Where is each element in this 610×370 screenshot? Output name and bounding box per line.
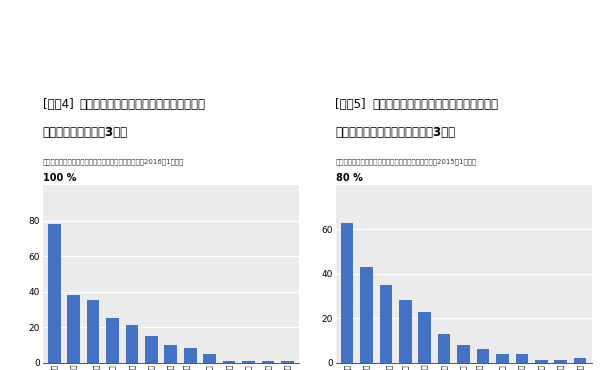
Text: セクター（複数回答3つ）: セクター（複数回答3つ）: [43, 126, 128, 139]
Bar: [145, 336, 158, 363]
Bar: [242, 361, 255, 363]
Bar: [87, 300, 99, 363]
Bar: [203, 354, 216, 363]
Bar: [165, 345, 177, 363]
Bar: [515, 354, 528, 363]
Text: 100 %: 100 %: [43, 173, 76, 183]
Bar: [379, 285, 392, 363]
Bar: [106, 318, 119, 363]
Text: [図表4]: [図表4]: [43, 98, 73, 111]
Text: 80 %: 80 %: [336, 173, 362, 183]
Text: 今後、価格上昇や市場拡大が期待できる: 今後、価格上昇や市場拡大が期待できる: [79, 98, 206, 111]
Bar: [126, 325, 138, 363]
Text: [図表5]: [図表5]: [336, 98, 366, 111]
Bar: [281, 361, 293, 363]
Bar: [68, 295, 80, 363]
Bar: [262, 361, 274, 363]
Bar: [399, 300, 412, 363]
Bar: [223, 361, 235, 363]
Bar: [438, 334, 451, 363]
Bar: [184, 349, 196, 363]
Text: 期待できるセクター（複数回答3つ）: 期待できるセクター（複数回答3つ）: [336, 126, 456, 139]
Bar: [554, 360, 567, 363]
Text: 出所：ニッセイ基礎研究所「不動産市況アンケート（2016年1月）」: 出所：ニッセイ基礎研究所「不動産市況アンケート（2016年1月）」: [43, 158, 184, 165]
Bar: [458, 345, 470, 363]
Bar: [361, 267, 373, 363]
Bar: [496, 354, 509, 363]
Bar: [341, 223, 353, 363]
Bar: [535, 360, 548, 363]
Bar: [476, 349, 489, 363]
Text: 出所：ニッセイ基礎研究所「不動産市況アンケート（2015年1月）」: 出所：ニッセイ基礎研究所「不動産市況アンケート（2015年1月）」: [336, 158, 477, 165]
Text: （昨年度）今後、価格上昇や市場拡大が: （昨年度）今後、価格上昇や市場拡大が: [372, 98, 498, 111]
Bar: [48, 224, 60, 363]
Bar: [418, 312, 431, 363]
Bar: [574, 358, 586, 363]
